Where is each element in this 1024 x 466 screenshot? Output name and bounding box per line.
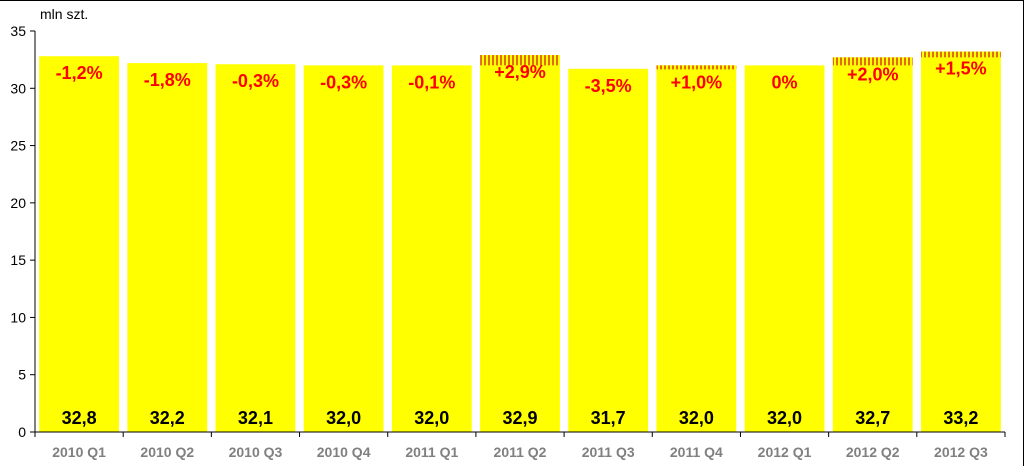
y-tick-label: 0 (18, 424, 26, 440)
bar (480, 55, 560, 433)
change-label: -0,1% (408, 72, 455, 92)
change-label: -0,3% (320, 72, 367, 92)
value-label: 32,0 (679, 408, 714, 428)
value-label: 32,8 (62, 408, 97, 428)
increase-band (921, 51, 1001, 58)
value-label: 32,2 (150, 408, 185, 428)
bar (832, 57, 913, 432)
x-tick-label: 2011 Q1 (405, 444, 458, 460)
x-tick-label: 2012 Q2 (846, 444, 900, 460)
y-axis-unit-label: mln szt. (40, 6, 89, 22)
bar (744, 65, 825, 432)
bar (39, 56, 119, 432)
bar (215, 64, 296, 433)
bar (391, 65, 472, 432)
bar (656, 65, 737, 432)
y-tick-label: 35 (10, 23, 26, 39)
change-label: 0% (772, 72, 798, 92)
change-label: -3,5% (585, 76, 632, 96)
change-label: -0,3% (232, 71, 279, 91)
value-label: 32,0 (326, 408, 361, 428)
x-tick-label: 2011 Q2 (494, 444, 547, 460)
value-label: 32,0 (414, 408, 449, 428)
increase-band (832, 57, 913, 66)
value-label: 33,2 (943, 408, 978, 428)
x-tick-label: 2010 Q4 (317, 444, 371, 460)
x-tick-label: 2010 Q1 (52, 444, 106, 460)
change-label: -1,2% (56, 63, 103, 83)
x-tick-label: 2010 Q2 (140, 444, 194, 460)
change-label: +1,5% (935, 59, 987, 79)
increase-band (480, 55, 560, 66)
change-label: +2,0% (847, 64, 899, 84)
value-label: 32,9 (502, 408, 537, 428)
value-label: 32,7 (855, 408, 890, 428)
value-label: 32,1 (238, 408, 273, 428)
y-tick-label: 15 (10, 252, 26, 268)
x-tick-label: 2012 Q3 (934, 444, 988, 460)
x-tick-label: 2012 Q1 (758, 444, 812, 460)
y-tick-label: 5 (18, 367, 26, 383)
change-label: +1,0% (671, 72, 723, 92)
change-label: +2,9% (494, 62, 546, 82)
bar (127, 63, 208, 433)
y-tick-label: 20 (10, 195, 26, 211)
value-label: 32,0 (767, 408, 802, 428)
y-tick-label: 30 (10, 80, 26, 96)
increase-band (656, 65, 737, 70)
y-tick-label: 10 (10, 309, 26, 325)
x-tick-label: 2011 Q4 (670, 444, 723, 460)
y-tick-label: 25 (10, 138, 26, 154)
change-label: -1,8% (144, 70, 191, 90)
value-label: 31,7 (591, 408, 626, 428)
x-tick-label: 2010 Q3 (229, 444, 283, 460)
bar (921, 51, 1001, 432)
x-tick-label: 2011 Q3 (582, 444, 635, 460)
bar (303, 65, 384, 432)
bar (568, 68, 649, 433)
